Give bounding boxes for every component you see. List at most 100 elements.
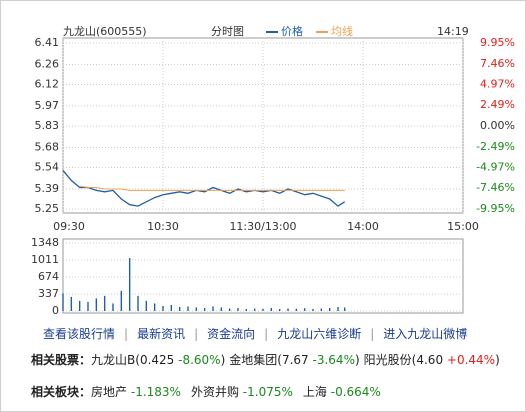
sector-name: 上海 xyxy=(302,385,327,399)
volume-bar xyxy=(270,307,273,311)
y2-tick-label: 4.97% xyxy=(480,78,515,91)
y-tick-label: 5.97 xyxy=(35,99,60,112)
volume-bar xyxy=(328,307,331,311)
y2-tick-label: -9.95% xyxy=(476,202,515,215)
stock-price: 4.60 xyxy=(416,353,444,367)
y-tick-label: 337 xyxy=(38,287,59,300)
volume-bar xyxy=(178,306,181,311)
stock-change: -3.64% xyxy=(312,353,355,367)
link[interactable]: 最新资讯 xyxy=(137,327,186,341)
plot-frame xyxy=(62,238,464,314)
link[interactable]: 九龙山六维诊断 xyxy=(277,327,362,341)
volume-bar xyxy=(343,307,346,311)
volume-bar xyxy=(153,303,156,311)
sector-item[interactable]: 上海 -0.664% xyxy=(303,385,381,399)
volume-bar xyxy=(278,308,281,311)
link[interactable]: 资金流向 xyxy=(207,327,256,341)
volume-bar xyxy=(228,308,231,311)
paren: ) xyxy=(495,353,500,367)
paren: ) xyxy=(354,353,360,367)
volume-bar xyxy=(137,295,139,311)
paren: ) xyxy=(220,353,226,367)
stock-price: 0.425 xyxy=(139,353,175,367)
x-tick-label: 14:00 xyxy=(347,220,379,233)
stock-name: 九龙山B xyxy=(91,353,136,367)
volume-bar xyxy=(303,308,306,311)
paren: ( xyxy=(411,353,417,367)
volume-bar xyxy=(245,308,248,311)
stock-name: 金地集团 xyxy=(229,353,278,367)
x-tick-label: 15:00 xyxy=(447,220,479,233)
volume-bar xyxy=(203,307,206,311)
volume-bar xyxy=(120,290,123,311)
chart-title: 九龙山(600555) xyxy=(63,25,147,38)
volume-bar xyxy=(70,296,73,311)
volume-bar xyxy=(212,306,214,311)
volume-bar xyxy=(220,307,223,311)
y-tick-label: 1011 xyxy=(31,253,59,266)
x-tick-label: 09:30 xyxy=(53,220,85,233)
stock-item[interactable]: 阳光股份(4.60 +0.44%) xyxy=(364,353,500,367)
paren: ( xyxy=(277,353,282,367)
volume-bar xyxy=(128,258,131,311)
sector-change: -1.183% xyxy=(130,385,181,399)
y2-tick-label: 9.95% xyxy=(480,36,515,49)
related-sectors: 相关板块：房地产 -1.183% 外资并购 -1.075% 上海 -0.664% xyxy=(31,383,391,400)
stock-item[interactable]: 九龙山B(0.425 -8.60%) xyxy=(91,353,225,367)
paren: ( xyxy=(135,353,140,367)
price-line xyxy=(62,169,346,207)
volume-bar xyxy=(195,307,198,311)
volume-bar xyxy=(87,301,89,311)
related-sectors-label: 相关板块： xyxy=(31,385,92,399)
y-tick-label: 6.12 xyxy=(35,78,60,91)
volume-bar xyxy=(78,300,81,311)
sector-name: 房地产 xyxy=(91,385,128,399)
y-tick-label: 5.68 xyxy=(35,140,60,153)
volume-bar xyxy=(295,308,298,311)
chart-subtitle: 分时图 xyxy=(211,25,244,38)
sector-list: 房地产 -1.183% 外资并购 -1.075% 上海 -0.664% xyxy=(91,385,391,399)
separator: | xyxy=(370,327,375,341)
y-tick-label: 6.41 xyxy=(35,36,60,49)
stock-price: 7.67 xyxy=(281,353,309,367)
y2-tick-label: 2.49% xyxy=(480,98,515,111)
price-line xyxy=(79,185,345,191)
time: 14:19 xyxy=(437,25,469,38)
volume-bar xyxy=(145,300,148,311)
volume-bar xyxy=(253,308,256,311)
stock-list: 九龙山B(0.425 -8.60%) 金地集团(7.67 -3.64%) 阳光股份(… xyxy=(91,353,504,367)
volume-bar xyxy=(337,306,339,311)
sector-change: -1.075% xyxy=(242,385,293,399)
sector-name: 外资并购 xyxy=(190,385,239,399)
sector-item[interactable]: 外资并购 -1.075% xyxy=(191,385,293,399)
separator: | xyxy=(264,327,269,341)
y-tick-label: 5.25 xyxy=(35,202,60,215)
stock-item[interactable]: 金地集团(7.67 -3.64%) xyxy=(229,353,359,367)
link[interactable]: 查看该股行情 xyxy=(43,327,116,341)
link[interactable]: 进入九龙山微博 xyxy=(383,327,468,341)
volume-bar xyxy=(320,308,323,311)
y-tick-label: 6.26 xyxy=(35,57,60,70)
volume-bar xyxy=(103,295,106,311)
y2-tick-label: 0.00% xyxy=(480,119,515,132)
volume-bar xyxy=(237,307,239,311)
sector-change: -0.664% xyxy=(330,385,381,399)
y-tick-label: 5.39 xyxy=(35,182,60,195)
volume-bar xyxy=(112,303,114,311)
volume-bar xyxy=(312,308,314,311)
separator: | xyxy=(194,327,199,341)
x-tick-label: 11:30/13:00 xyxy=(229,220,296,233)
volume-bar xyxy=(170,304,173,311)
y-tick-label: 5.54 xyxy=(35,161,60,174)
legend-label: 均线 xyxy=(331,24,353,38)
related-stocks: 相关股票：九龙山B(0.425 -8.60%) 金地集团(7.67 -3.64%)… xyxy=(31,351,504,368)
sector-item[interactable]: 房地产 -1.183% xyxy=(91,385,181,399)
volume-bar xyxy=(287,308,289,311)
y2-tick-label: -4.97% xyxy=(476,160,515,173)
volume-bar xyxy=(162,305,164,311)
y-tick-label: 674 xyxy=(38,270,59,283)
chart: 九龙山(600555) 分时图 14:19 5.25 5.39 5.54 5.68 5.… xyxy=(31,24,515,317)
y-tick-label: 5.83 xyxy=(35,119,60,132)
stock-change: +0.44% xyxy=(446,353,496,367)
